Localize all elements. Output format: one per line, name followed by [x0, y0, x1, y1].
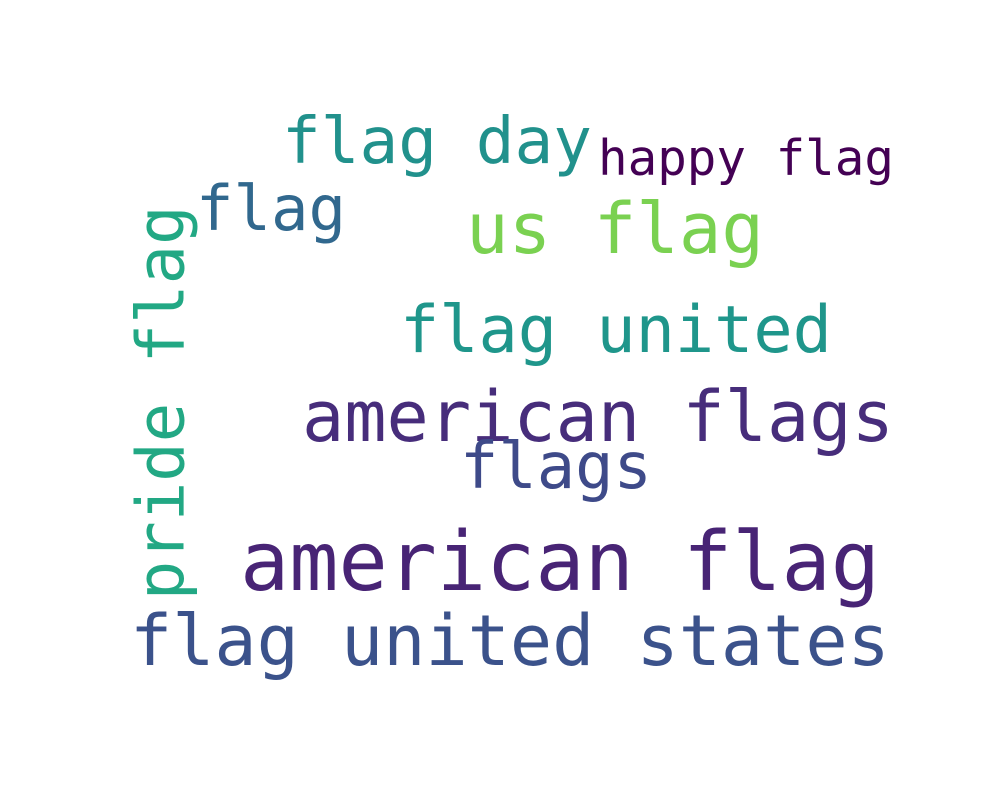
word-american-flags: american flags — [302, 376, 894, 458]
word-flag: flag — [196, 172, 346, 245]
word-american-flag: american flag — [240, 515, 880, 610]
word-us-flag: us flag — [466, 187, 764, 270]
word-flag-day: flag day — [282, 104, 592, 179]
word-flags: flags — [460, 430, 652, 504]
word-flag-united-states: flag united states — [130, 600, 890, 682]
word-flag-united: flag united — [400, 292, 832, 368]
word-pride-flag: pride flag — [123, 205, 200, 600]
word-happy-flag: happy flag — [598, 129, 894, 187]
